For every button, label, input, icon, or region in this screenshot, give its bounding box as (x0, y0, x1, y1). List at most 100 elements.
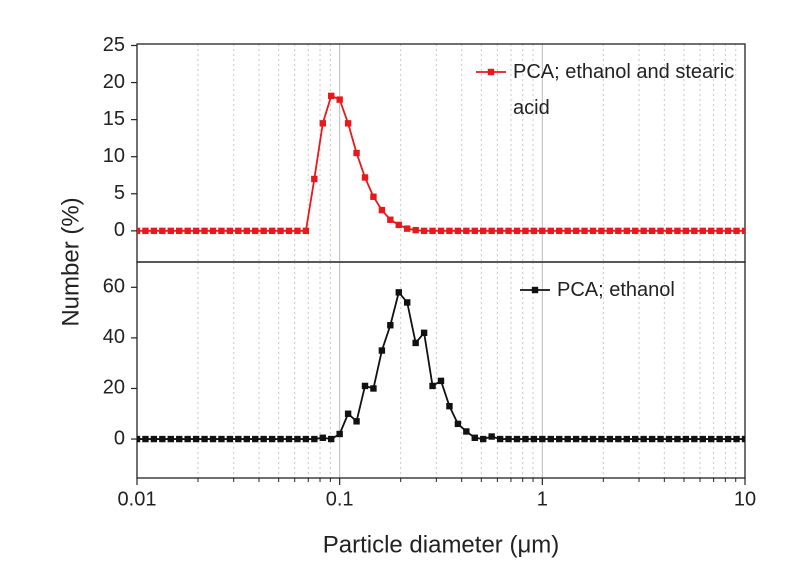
marker (201, 435, 208, 443)
marker (328, 435, 335, 443)
marker (581, 227, 588, 235)
series-line (137, 290, 745, 440)
marker (184, 435, 191, 443)
marker (708, 435, 715, 443)
marker (142, 227, 149, 235)
marker (615, 435, 622, 443)
marker (480, 227, 487, 235)
marker (522, 227, 529, 235)
marker (243, 227, 250, 235)
marker (437, 227, 445, 235)
marker (294, 227, 301, 235)
marker (657, 227, 664, 235)
marker (648, 227, 656, 235)
marker (648, 435, 656, 443)
marker (471, 227, 478, 235)
marker (623, 435, 630, 443)
panel-frame (136, 261, 746, 479)
legend-label: PCA; ethanol (557, 279, 675, 301)
marker (724, 227, 732, 235)
marker (150, 227, 158, 235)
marker (277, 435, 284, 443)
marker (665, 227, 673, 235)
legend-marker (531, 286, 539, 294)
marker (260, 227, 267, 235)
marker (209, 435, 217, 443)
marker (733, 435, 740, 443)
marker (674, 227, 681, 235)
marker (716, 227, 723, 235)
marker (226, 435, 234, 443)
marker (488, 227, 495, 235)
y-tick-label: 0 (114, 219, 125, 241)
marker (623, 227, 630, 235)
marker (142, 435, 149, 443)
marker (547, 227, 554, 235)
marker (665, 435, 673, 443)
marker (513, 227, 521, 235)
marker (539, 227, 546, 235)
marker (201, 227, 208, 235)
marker (159, 227, 166, 235)
marker (361, 174, 369, 181)
marker (429, 382, 436, 390)
marker (302, 227, 310, 235)
marker (319, 434, 326, 441)
x-tick-label: 10 (734, 488, 756, 510)
marker (716, 435, 723, 443)
marker (724, 435, 732, 443)
marker (564, 435, 571, 443)
y-tick-label: 40 (103, 326, 125, 348)
x-tick-label: 0.01 (118, 488, 157, 510)
marker (243, 435, 250, 443)
marker (218, 435, 225, 443)
marker (454, 227, 462, 235)
marker (691, 227, 698, 235)
marker (556, 435, 563, 443)
marker (150, 435, 158, 443)
marker (412, 226, 419, 234)
marker (328, 92, 335, 100)
marker (159, 435, 166, 443)
marker (733, 227, 740, 235)
marker (353, 418, 360, 425)
marker (285, 227, 293, 235)
marker (556, 227, 563, 235)
y-tick-label: 10 (103, 145, 125, 167)
y-tick-label: 20 (103, 71, 125, 93)
y-tick-label: 15 (103, 108, 125, 130)
marker (691, 435, 698, 443)
series (137, 92, 745, 235)
y-tick-label: 20 (103, 377, 125, 399)
marker (167, 435, 174, 443)
marker (741, 435, 745, 443)
marker (437, 377, 445, 385)
marker (252, 227, 259, 235)
marker (446, 402, 453, 410)
marker (404, 225, 411, 232)
marker (192, 227, 200, 235)
marker (564, 227, 571, 235)
marker (572, 435, 580, 443)
marker (446, 227, 453, 235)
series (137, 289, 745, 443)
marker (589, 435, 597, 443)
marker (581, 435, 588, 443)
marker (137, 227, 141, 235)
marker (699, 227, 706, 235)
y-tick-label: 0 (114, 427, 125, 449)
marker (741, 227, 745, 235)
marker (606, 435, 614, 443)
marker (176, 227, 183, 235)
marker (598, 227, 605, 235)
marker (184, 227, 191, 235)
marker (395, 221, 402, 229)
marker (404, 299, 411, 306)
marker (429, 227, 436, 235)
marker (454, 420, 462, 428)
marker (505, 435, 512, 443)
y-tick-label: 60 (103, 276, 125, 298)
marker (260, 435, 267, 443)
marker (572, 227, 580, 235)
